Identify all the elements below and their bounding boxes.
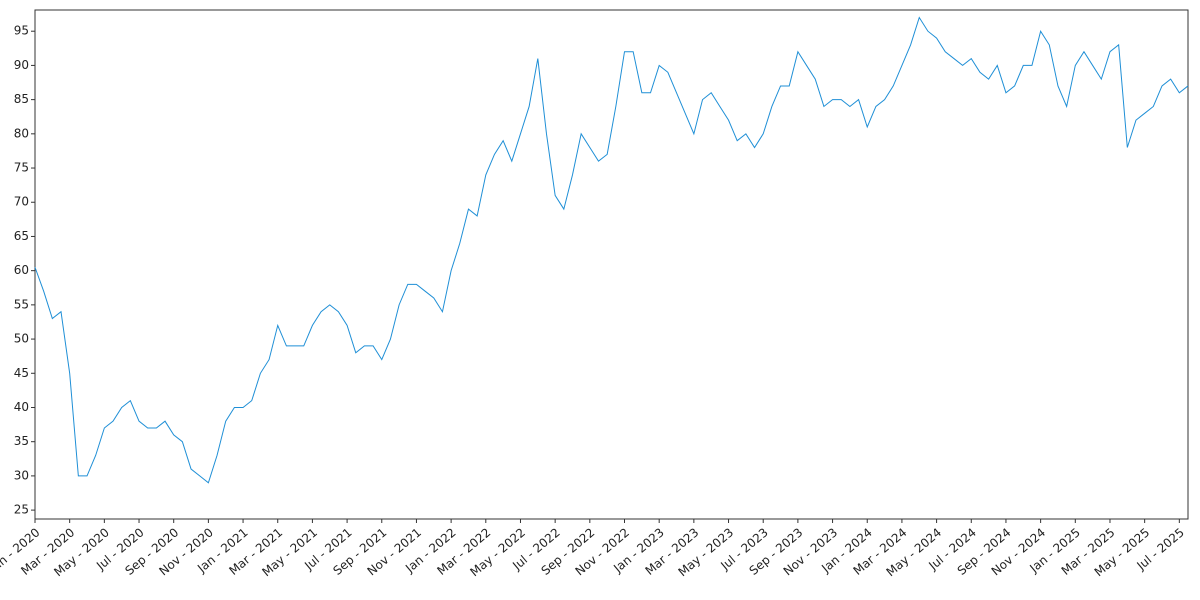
y-tick-label: 95 xyxy=(14,24,29,38)
y-tick-label: 70 xyxy=(14,195,29,209)
data-line xyxy=(34,16,1189,484)
y-tick-label: 45 xyxy=(14,366,29,380)
y-tick-label: 55 xyxy=(14,297,29,311)
y-tick-label: 40 xyxy=(14,400,29,414)
y-tick-label: 65 xyxy=(14,229,29,243)
y-tick-label: 35 xyxy=(14,434,29,448)
y-tick-label: 25 xyxy=(14,503,29,517)
y-tick-label: 30 xyxy=(14,468,29,482)
y-tick-label: 60 xyxy=(14,263,29,277)
y-tick-label: 50 xyxy=(14,332,29,346)
y-tick-label: 80 xyxy=(14,126,29,140)
y-tick-label: 90 xyxy=(14,58,29,72)
y-tick-label: 85 xyxy=(14,92,29,106)
plot-frame xyxy=(34,9,1189,520)
y-tick-label: 75 xyxy=(14,161,29,175)
